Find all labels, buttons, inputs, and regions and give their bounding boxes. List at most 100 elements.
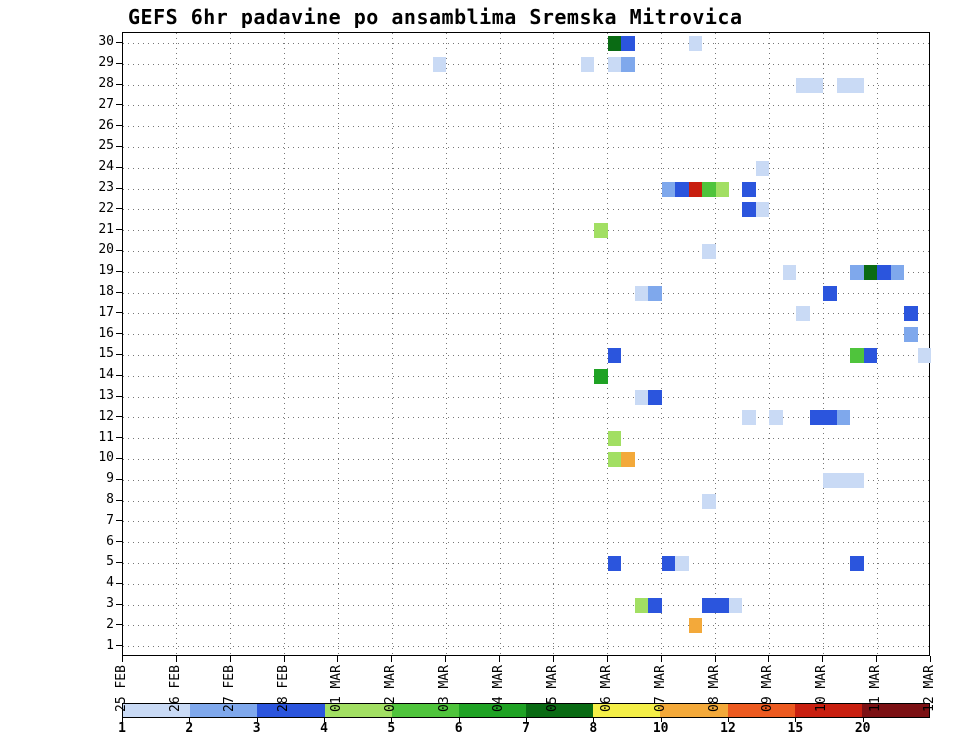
h-gridline [123,521,931,523]
y-tick-mark [116,520,122,522]
v-gridline [337,33,339,657]
legend-segment [526,704,594,717]
heatmap-cell [607,555,622,571]
heatmap-cell [648,597,662,613]
y-tick-mark [116,541,122,543]
x-tick-label: 25 FEB [114,665,129,712]
y-tick-mark [116,333,122,335]
legend-tick-mark [728,718,729,722]
heatmap-cell [850,264,864,280]
h-gridline [123,604,931,606]
heatmap-cell [675,181,689,197]
x-tick-mark [499,656,501,662]
legend-segment [794,704,862,717]
x-tick-mark [552,656,554,662]
y-tick-label: 3 [106,596,114,611]
x-tick-mark [930,656,931,662]
legend-tick-mark [862,718,864,722]
heatmap-cell [904,327,918,343]
y-tick-label: 25 [98,138,114,154]
h-gridline [123,146,931,148]
y-tick-mark [116,249,122,251]
heatmap-cell [634,285,649,301]
y-tick-label: 20 [98,242,114,258]
legend-tick-label: 12 [720,721,736,736]
y-tick-label: 15 [98,346,114,362]
h-gridline [123,583,931,585]
legend-segment [324,704,392,717]
y-tick-label: 10 [98,450,114,466]
legend-tick-mark [795,718,797,722]
y-tick-label: 5 [106,554,114,570]
y-tick-mark [116,457,122,459]
x-tick-label: 26 FEB [167,665,183,712]
y-tick-mark [116,374,122,376]
legend-tick-mark [526,718,527,722]
h-gridline [123,209,931,211]
x-tick-mark [606,656,608,662]
x-tick-mark [175,656,177,662]
y-tick-mark [116,645,122,647]
y-tick-label: 27 [98,96,114,112]
chart-title: GEFS 6hr padavine po ansamblima Sremska … [128,5,743,29]
y-tick-mark [116,187,122,189]
h-gridline [123,625,931,627]
heatmap-cell [809,410,824,426]
legend-tick-label: 4 [320,721,328,736]
x-tick-mark [822,656,824,662]
y-tick-mark [116,104,122,106]
y-tick-label: 4 [106,575,114,591]
heatmap-cell [850,347,864,363]
x-tick-label: 12 MAR [922,665,937,712]
heatmap-cell [607,35,622,51]
heatmap-cell [594,368,608,384]
legend-segment [593,704,661,717]
y-tick-mark [116,291,122,293]
y-tick-label: 7 [106,512,114,528]
y-tick-mark [116,561,122,563]
h-gridline [123,105,931,107]
heatmap-cell [755,202,770,218]
heatmap-cell [688,181,703,197]
heatmap-cell [796,77,810,93]
y-tick-mark [116,62,122,64]
legend-segment [660,704,728,717]
heatmap-cell [648,285,662,301]
heatmap-cell [607,451,622,467]
h-gridline [123,126,931,128]
heatmap-cell [796,306,810,322]
x-tick-label: 01 MAR [329,665,345,712]
heatmap-cell [917,347,931,363]
heatmap-cell [702,243,716,259]
heatmap-cell [607,347,622,363]
y-tick-label: 21 [98,221,114,237]
legend-tick-label: 6 [454,721,463,736]
v-gridline [284,33,286,657]
x-tick-mark [391,656,393,662]
y-tick-mark [116,83,122,85]
heatmap-cell [594,223,608,239]
y-tick-label: 19 [98,263,114,279]
x-tick-label: 11 MAR [868,665,884,712]
legend-tick-label: 2 [185,721,194,736]
heatmap-cell [863,264,878,280]
heatmap-cell [702,493,716,509]
heatmap-cell [755,160,770,176]
heatmap-cell [836,77,851,93]
x-tick-mark [714,656,716,662]
heatmap-cell [742,410,756,426]
heatmap-cell [634,389,649,405]
y-tick-mark [116,416,122,418]
x-tick-label: 02 MAR [383,665,399,712]
legend-segment [190,704,258,717]
y-tick-mark [116,582,122,584]
legend-tick-label: 3 [252,721,261,736]
legend-segment [123,704,191,717]
h-gridline [123,438,931,440]
v-gridline [768,33,770,657]
y-tick-mark [116,603,122,605]
y-tick-mark [116,166,122,168]
heatmap-cell [782,264,797,280]
x-tick-label: 08 MAR [706,665,722,712]
